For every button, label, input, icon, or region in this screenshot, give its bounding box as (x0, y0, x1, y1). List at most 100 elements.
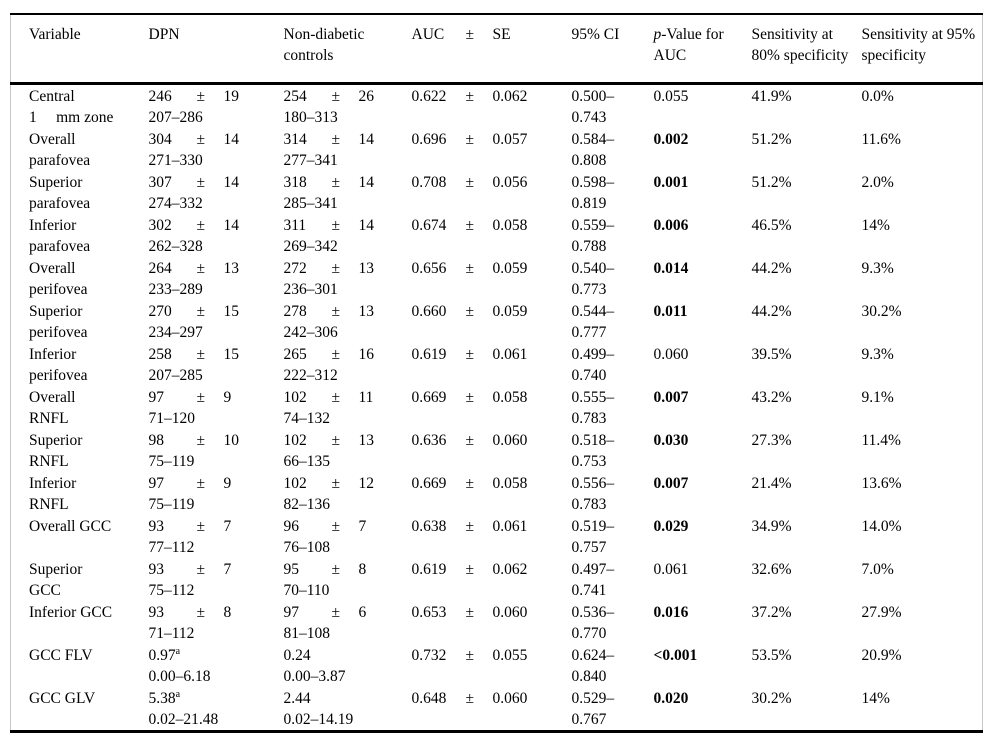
variable-cell: Inferior RNFL (11, 472, 149, 515)
dpn-cell: 93 ± 7 75–112 (149, 558, 284, 601)
sens80-cell: 51.2% (751, 130, 792, 148)
p-value: 0.030 (653, 431, 689, 449)
plus-minus-symbol (197, 645, 224, 666)
controls-mean: 102 (283, 474, 307, 492)
controls-sd (359, 688, 408, 709)
sens95-cell: 27.9% (861, 603, 902, 621)
table-row: Superior perifovea 270 ± 15 234–297 278 … (11, 300, 983, 343)
variable-line1: Superior (29, 173, 83, 191)
pm-cell: ± (465, 646, 475, 664)
controls-cell: 254 ± 26 180–313 (284, 83, 412, 128)
dpn-sd: 7 (223, 560, 232, 578)
controls-sd: 8 (358, 560, 367, 578)
se-cell: 0.062 (492, 87, 528, 105)
dpn-cell: 246 ± 19 207–286 (149, 83, 284, 128)
sens95-cell: 0.0% (861, 87, 894, 105)
sens80-cell: 46.5% (751, 216, 792, 234)
variable-line1: Superior (29, 560, 83, 578)
dpn-range: 0.02–21.48 (148, 710, 219, 728)
variable-cell: Central 1 mm zone (11, 83, 149, 128)
plus-minus-symbol: ± (196, 431, 206, 449)
dpn-range: 207–285 (148, 366, 203, 384)
ci-line1: 0.544– (571, 302, 615, 320)
variable-line2: perifovea (29, 323, 88, 341)
controls-cell: 272 ± 13 236–301 (284, 257, 412, 300)
plus-minus-symbol: ± (196, 603, 206, 621)
p-value: 0.014 (653, 259, 689, 277)
ci-cell: 0.624– 0.840 (572, 644, 654, 687)
dpn-range: 233–289 (148, 280, 203, 298)
plus-minus-symbol (332, 645, 359, 666)
variable-line2: RNFL (29, 409, 69, 427)
plus-minus-symbol: ± (196, 87, 206, 105)
controls-cell: 97 ± 6 81–108 (284, 601, 412, 644)
controls-mean: 272 (283, 259, 307, 277)
se-cell: 0.056 (492, 173, 528, 191)
plus-minus-symbol: ± (331, 173, 341, 191)
se-cell: 0.058 (492, 388, 528, 406)
dpn-cell: 98 ± 10 75–119 (149, 429, 284, 472)
plus-minus-symbol: ± (196, 560, 206, 578)
sens80-cell: 44.2% (751, 302, 792, 320)
sens95-cell: 2.0% (861, 173, 894, 191)
ci-cell: 0.540– 0.773 (572, 257, 654, 300)
dpn-range: 262–328 (148, 237, 203, 255)
variable-line2: 1 mm zone (29, 108, 114, 126)
dpn-cell: 264 ± 13 233–289 (149, 257, 284, 300)
controls-range: 74–132 (283, 409, 331, 427)
ci-line1: 0.500– (571, 87, 615, 105)
variable-line2: parafovea (29, 151, 91, 169)
auc-cell: 0.669 (411, 474, 447, 492)
dpn-mean: 5.38a (148, 688, 181, 707)
ci-line1: 0.624– (571, 646, 615, 664)
results-table-container: Variable DPN Non-diabetic controls AUC ±… (10, 13, 983, 733)
ci-cell: 0.584– 0.808 (572, 128, 654, 171)
pm-cell: ± (465, 173, 475, 191)
ci-cell: 0.555– 0.783 (572, 386, 654, 429)
dpn-sd: 14 (223, 130, 240, 148)
p-value: 0.029 (653, 517, 689, 535)
plus-minus-symbol: ± (331, 474, 341, 492)
variable-line2 (29, 666, 145, 687)
ci-cell: 0.529– 0.767 (572, 687, 654, 732)
controls-cell: 278 ± 13 242–306 (284, 300, 412, 343)
pm-cell: ± (465, 345, 475, 363)
ci-line2: 0.757 (571, 538, 607, 556)
plus-minus-symbol: ± (331, 216, 341, 234)
p-value: 0.007 (653, 474, 689, 492)
p-rest: -Value for AUC (653, 26, 724, 64)
pm-cell: ± (465, 474, 475, 492)
auc-cell: 0.638 (411, 517, 447, 535)
pm-cell: ± (465, 603, 475, 621)
variable-cell: Overall RNFL (11, 386, 149, 429)
ci-cell: 0.559– 0.788 (572, 214, 654, 257)
sens80-cell: 37.2% (751, 603, 792, 621)
dpn-mean: 98 (148, 431, 165, 449)
table-row: Central 1 mm zone 246 ± 19 207–286 254 ±… (11, 83, 983, 128)
sens95-cell: 13.6% (861, 474, 902, 492)
dpn-range: 234–297 (148, 323, 203, 341)
footnote-marker: a (175, 645, 181, 657)
dpn-sd: 8 (223, 603, 232, 621)
ci-cell: 0.556– 0.783 (572, 472, 654, 515)
controls-sd: 7 (358, 517, 367, 535)
sens95-cell: 14% (861, 216, 890, 234)
auc-cell: 0.669 (411, 388, 447, 406)
controls-mean: 265 (283, 345, 307, 363)
dpn-cell: 258 ± 15 207–285 (149, 343, 284, 386)
se-cell: 0.061 (492, 345, 528, 363)
ci-line1: 0.540– (571, 259, 615, 277)
plus-minus-symbol: ± (196, 259, 206, 277)
pm-cell: ± (465, 388, 475, 406)
p-value: 0.001 (653, 173, 689, 191)
ci-cell: 0.536– 0.770 (572, 601, 654, 644)
table-row: GCC GLV 5.38a 0.02–21.48 2.44 0.02–14.19… (11, 687, 983, 732)
variable-cell: Overall parafovea (11, 128, 149, 171)
col-header-controls: Non-diabetic controls (283, 14, 412, 85)
dpn-sd: 15 (223, 302, 240, 320)
controls-cell: 2.44 0.02–14.19 (284, 687, 412, 732)
variable-line2 (29, 623, 145, 644)
ci-line1: 0.536– (571, 603, 615, 621)
controls-sd: 13 (358, 302, 375, 320)
dpn-range: 77–112 (148, 538, 195, 556)
